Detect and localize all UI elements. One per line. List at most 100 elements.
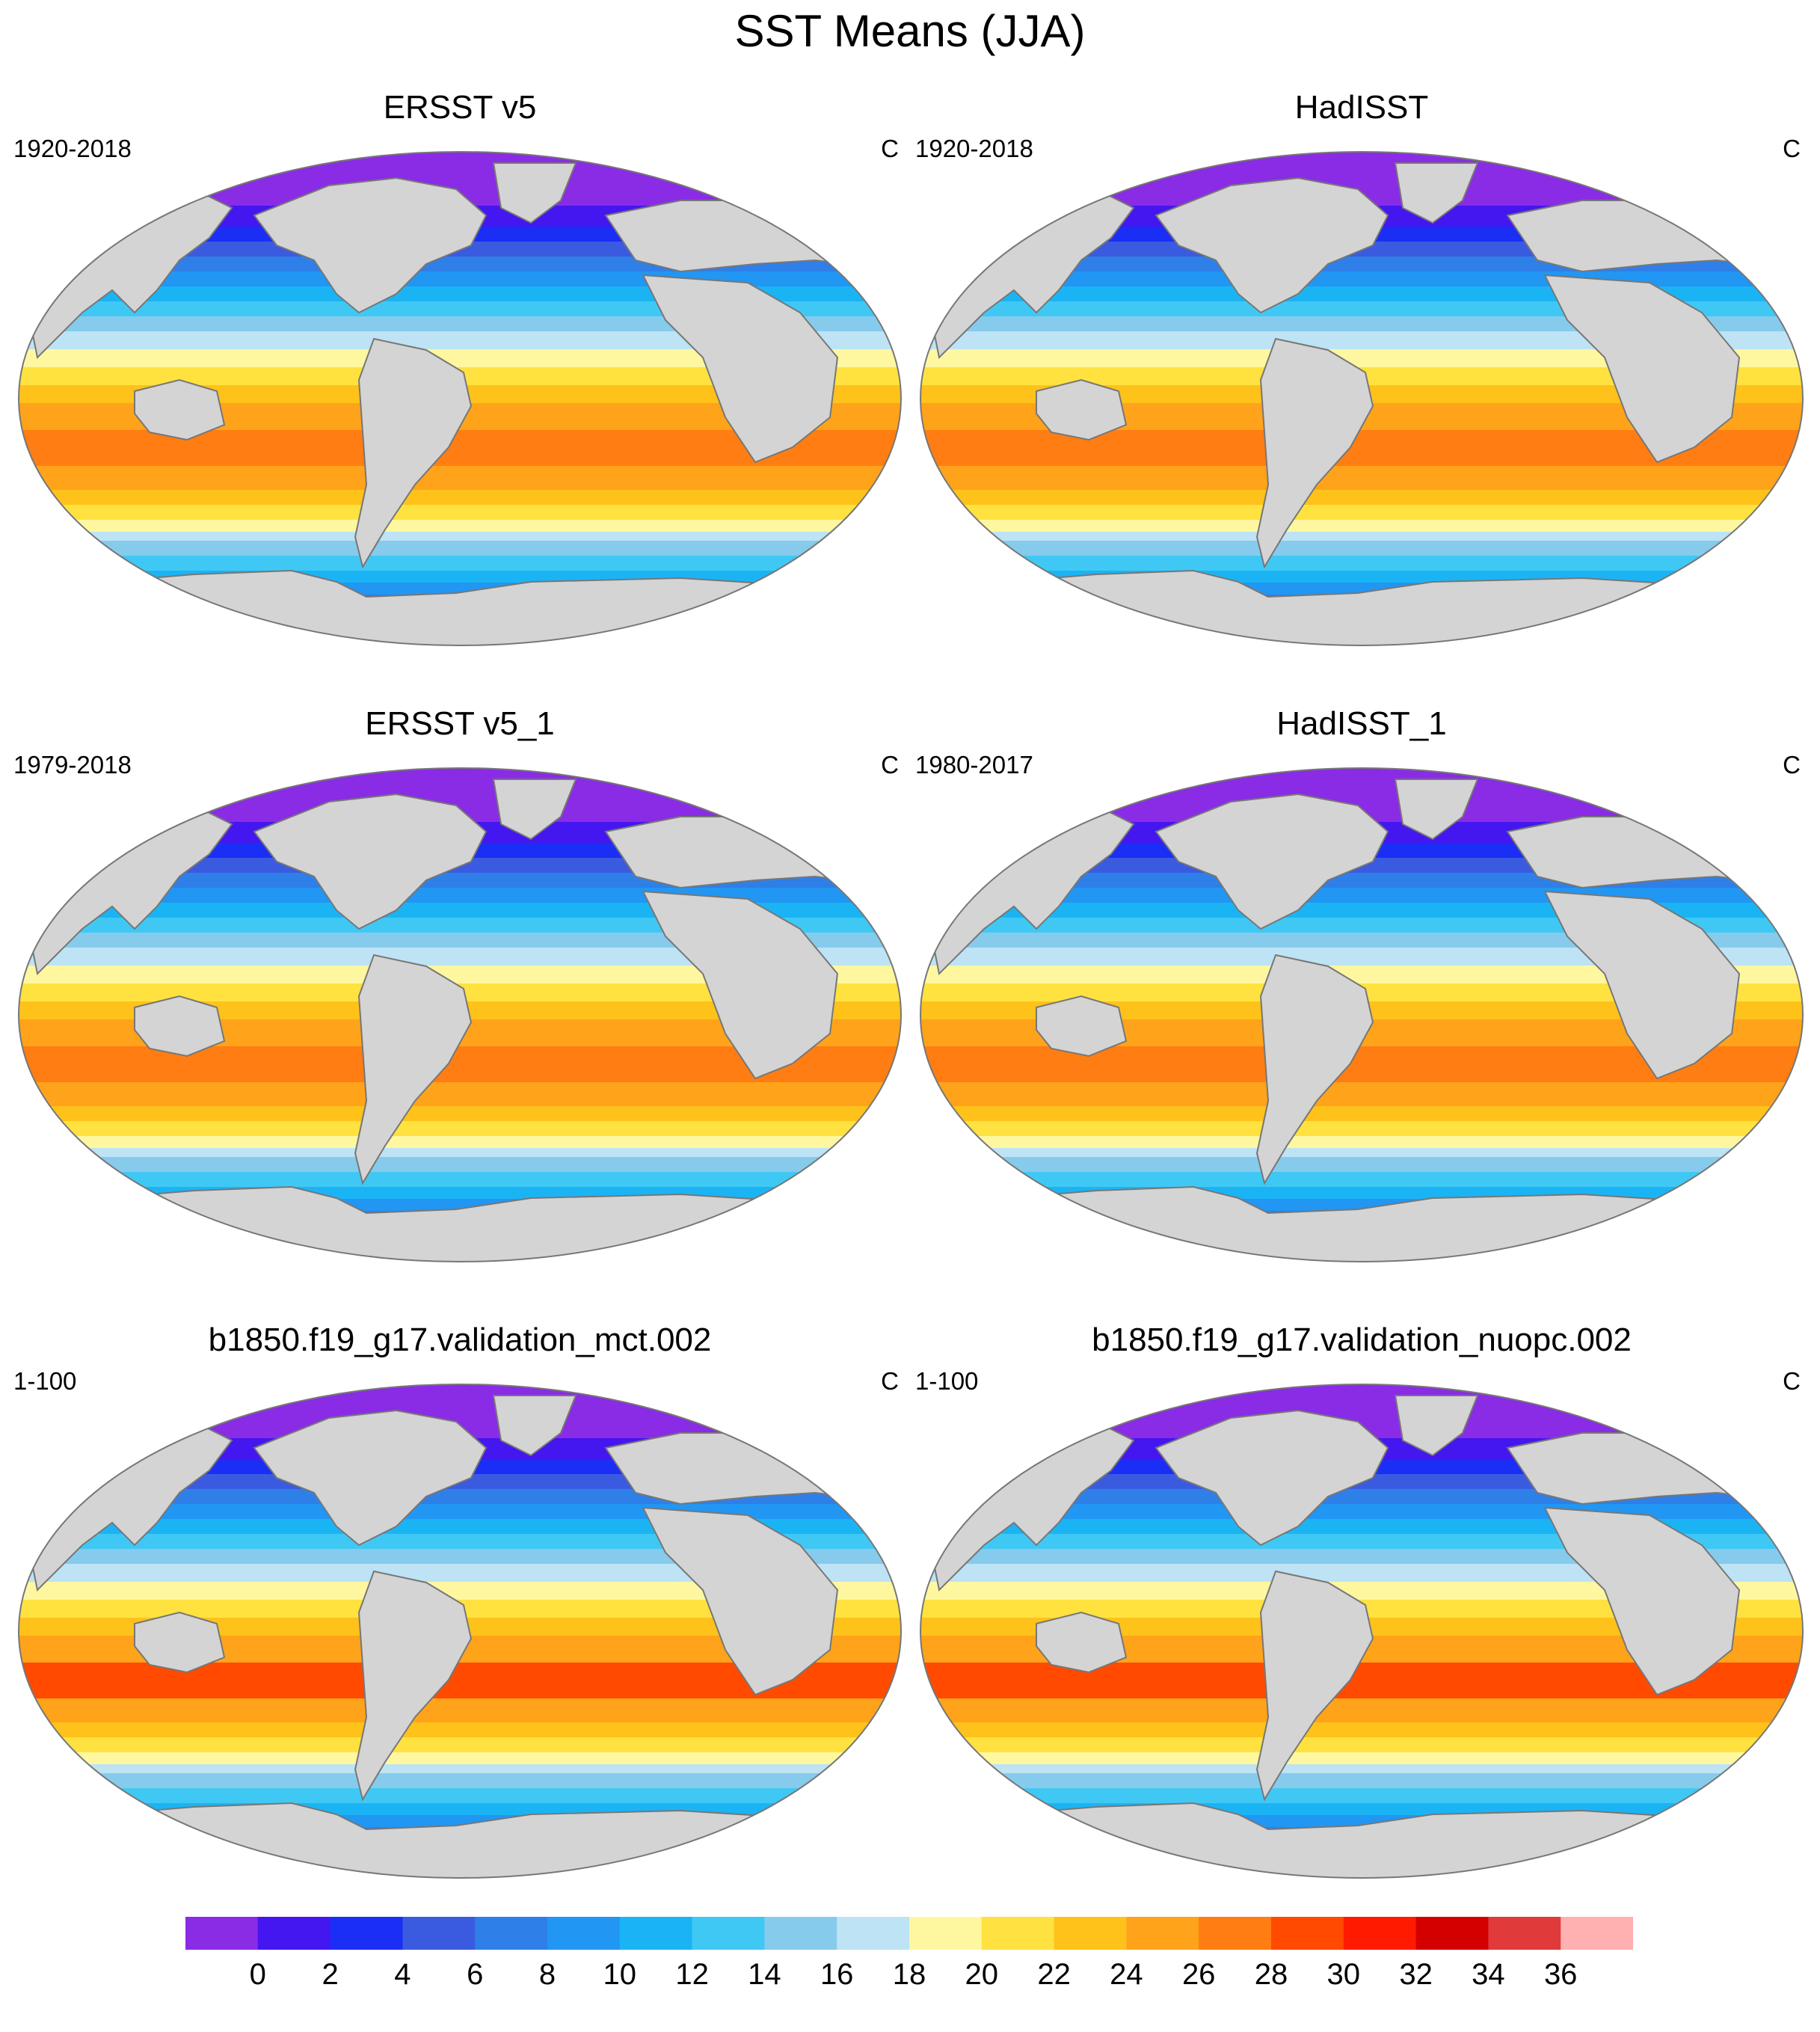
panel-title: ERSST v5 [383,89,537,126]
land-mask [1255,954,1374,1185]
sst-band [920,1172,1803,1188]
sst-map [18,767,902,1262]
colorbar-swatch [1488,1917,1561,1950]
land-mask [604,1432,884,1505]
map-border [920,767,1804,1262]
sst-band [920,1121,1803,1137]
units-label: C [881,135,899,162]
sst-band [920,571,1803,583]
land-mask [134,1611,226,1674]
land-mask [134,995,226,1058]
colorbar-swatch [257,1917,331,1950]
sst-band [920,541,1803,556]
colorbar-tick-label: 8 [538,1958,556,1991]
land-mask [1394,162,1479,224]
colorbar-swatch [1271,1917,1344,1950]
land-mask [253,793,488,930]
sst-band [920,1148,1803,1158]
land-mask [1155,177,1389,314]
colorbar-swatch [1054,1917,1127,1950]
land-mask [1543,274,1741,464]
sst-band [920,466,1803,491]
colorbar-tick-label: 2 [322,1958,339,1991]
units-label: C [881,1367,899,1395]
colorbar-swatch [1415,1917,1489,1950]
sst-band [920,532,1803,541]
figure-title: SST Means (JJA) [734,6,1086,56]
map-panel-hadisst: HadISST 1920-2018 C [909,88,1814,672]
units-label: C [1783,135,1801,162]
colorbar-swatch [764,1917,837,1950]
colorbar-tick-label: 10 [603,1958,637,1991]
land-mask [1394,1395,1479,1457]
colorbar-tick-label: 18 [892,1958,926,1991]
colorbar-tick-label: 16 [820,1958,854,1991]
colorbar-tick-label: 22 [1037,1958,1071,1991]
sst-band [920,1106,1803,1122]
land-mask [1506,200,1786,273]
sst-band [920,505,1803,521]
colorbar-swatch [1126,1917,1199,1950]
sst-band [19,532,901,541]
colorbar-tick-label: 6 [467,1958,484,1991]
colorbar [185,1917,1633,1950]
sst-band [19,1136,901,1149]
land-mask [354,337,473,569]
period-label: 1-100 [13,1367,77,1395]
land-mask [604,200,884,273]
colorbar-tick-label: 30 [1326,1958,1361,1991]
panel-title: b1850.f19_g17.validation_nuopc.002 [1092,1322,1632,1358]
colorbar-tick-label: 24 [1110,1958,1143,1991]
period-label: 1920-2018 [915,135,1033,162]
sst-band [920,1752,1803,1765]
land-mask [1036,378,1128,441]
sst-band [19,1148,901,1158]
sst-band [920,1187,1803,1200]
land-mask [253,1409,488,1547]
sst-band [19,1082,901,1107]
colorbar-tick-label: 0 [249,1958,266,1991]
period-label: 1920-2018 [13,135,132,162]
land-mask [1036,995,1128,1058]
sst-map [920,151,1804,646]
land-mask [492,779,577,841]
colorbar-swatch [330,1917,403,1950]
colorbar-tick-label: 12 [675,1958,709,1991]
sst-band [19,1698,901,1723]
land-mask [492,162,577,224]
land-mask [1506,1432,1786,1505]
colorbar-tick-label: 28 [1254,1958,1288,1991]
sst-band [19,1187,901,1200]
sst-band [920,1136,1803,1149]
colorbar-tick-label: 36 [1543,1958,1578,1991]
panel-title: b1850.f19_g17.validation_mct.002 [208,1322,712,1358]
colorbar-swatch [1199,1917,1272,1950]
land-mask [354,954,473,1185]
map-panel-validation-nuopc: b1850.f19_g17.validation_nuopc.002 1-100… [909,1321,1814,1904]
sst-band [920,520,1803,532]
sst-band [19,571,901,583]
map-border [920,1384,1804,1879]
colorbar-swatch [837,1917,910,1950]
colorbar-tick-label: 4 [394,1958,411,1991]
sst-band [920,1698,1803,1723]
land-mask [1394,779,1479,841]
land-mask [1036,1611,1128,1674]
sst-band [19,1737,901,1753]
sst-band [19,1788,901,1804]
land-mask [253,177,488,314]
land-mask [642,274,839,464]
land-mask [1155,1409,1389,1547]
map-border [18,767,902,1262]
sst-band [19,505,901,521]
colorbar-swatch [981,1917,1055,1950]
sst-field [19,1384,901,1878]
sst-band [19,1157,901,1173]
sst-band [19,466,901,491]
colorbar-swatch [1343,1917,1417,1950]
land-mask [1543,1506,1741,1696]
sst-band [19,490,901,506]
sst-band [19,1121,901,1137]
colorbar-tick-label: 34 [1472,1958,1505,1991]
colorbar-tick-label: 32 [1399,1958,1433,1991]
